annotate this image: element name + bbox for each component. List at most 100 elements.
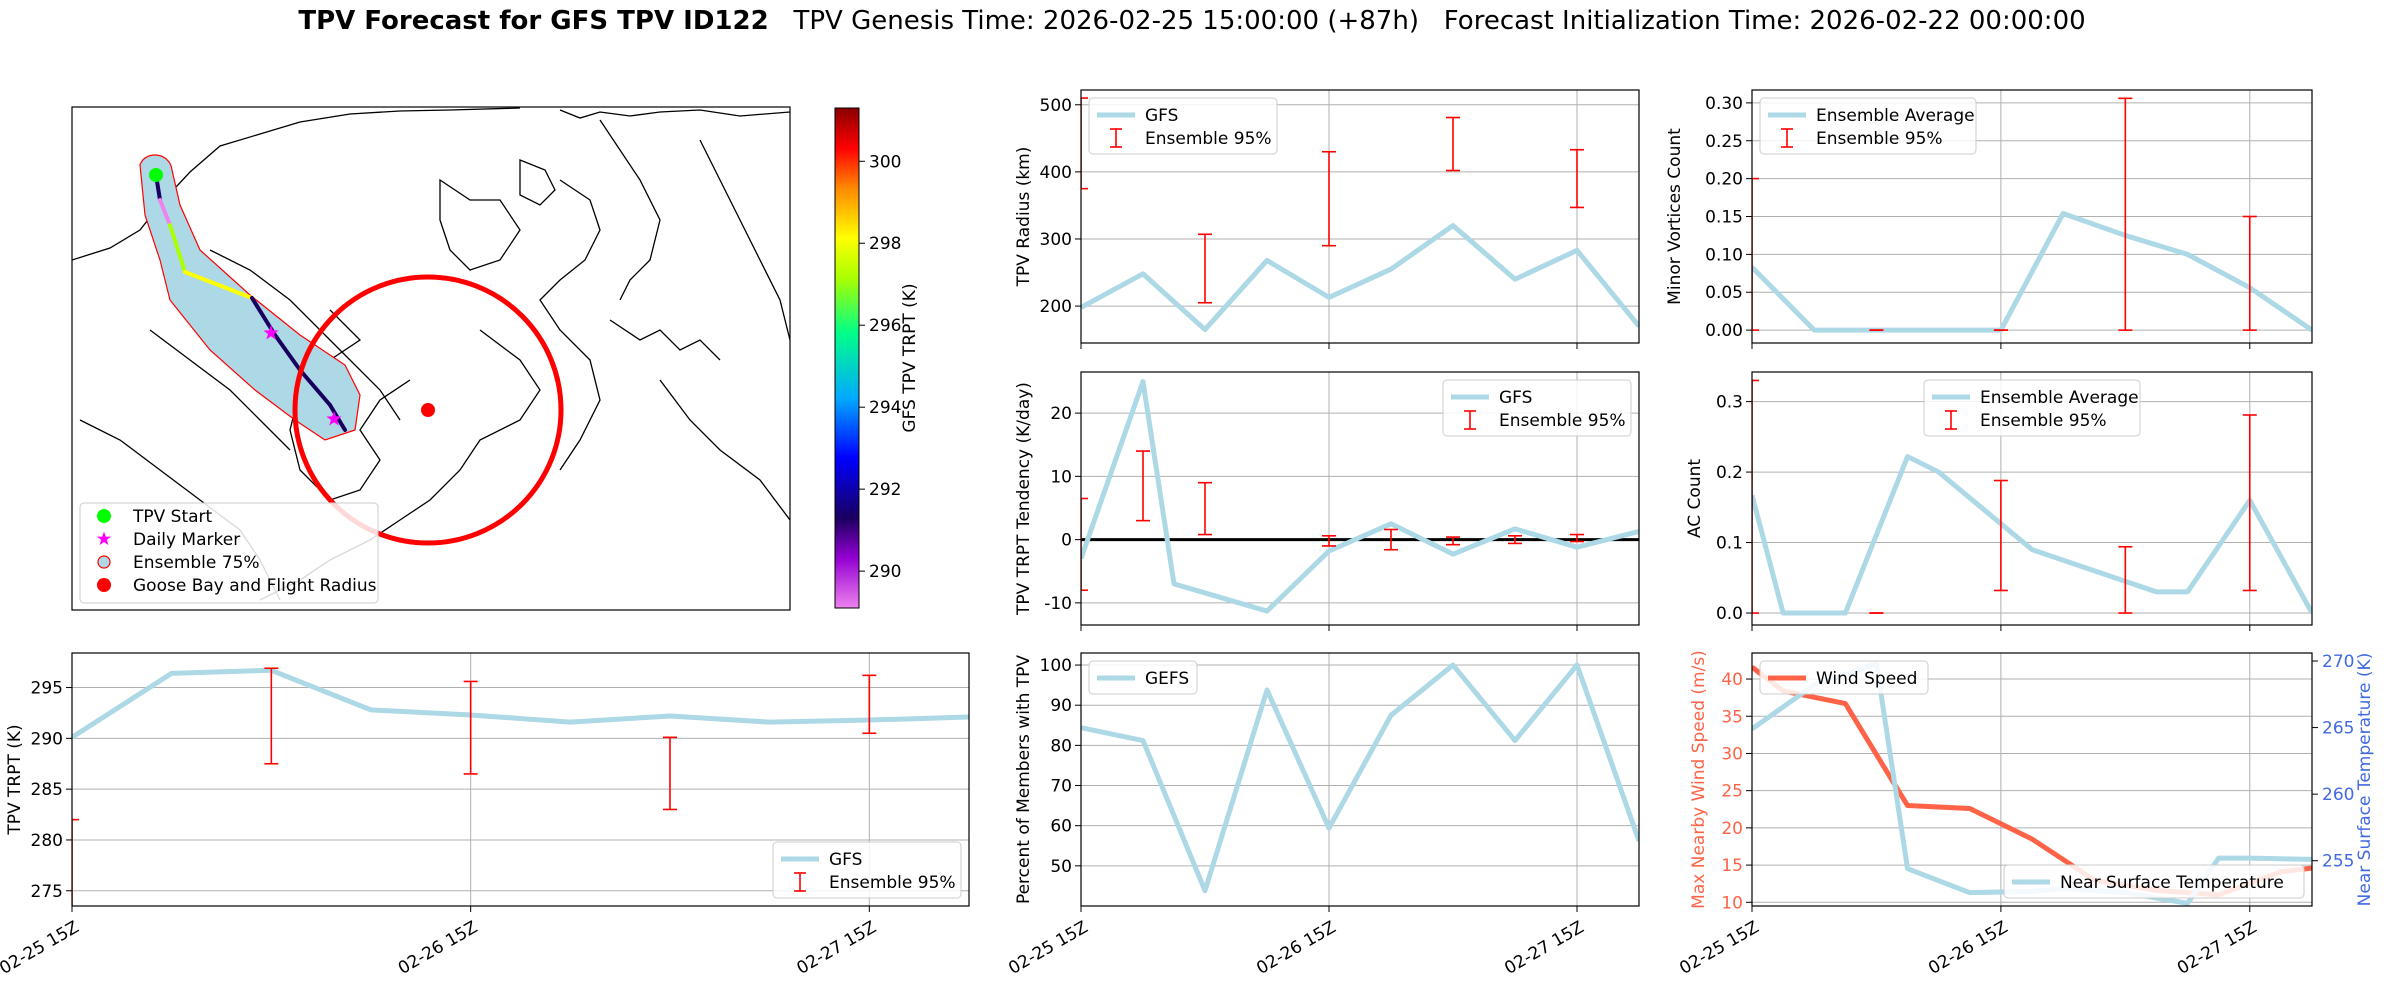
y-tick-label: 20 <box>1050 404 1072 424</box>
y-tick-label: 0.00 <box>1705 321 1743 341</box>
y-tick-label: 80 <box>1050 736 1072 756</box>
map-plot-area <box>72 107 790 601</box>
y-tick-label: 275 <box>31 882 63 902</box>
legend-box <box>1442 379 1632 437</box>
coastline <box>519 159 556 206</box>
y-tick-label: 20 <box>1721 819 1743 839</box>
y-tick-label: 0.30 <box>1705 94 1743 114</box>
x-tick-label: 02-25 15Z <box>1005 917 1091 978</box>
legend-box <box>1759 660 1929 695</box>
coastline <box>659 379 790 521</box>
y-tick-label: 60 <box>1050 817 1072 837</box>
y-axis-label: AC Count <box>1685 459 1705 538</box>
legend-box <box>772 841 962 899</box>
plot-area <box>1081 97 1639 333</box>
plot-area <box>1752 379 2312 616</box>
coastline <box>609 319 721 361</box>
colorbar-tick-label: 300 <box>869 152 901 172</box>
map-legend: TPV Start Daily Marker Ensemble 75% Goose B… <box>79 502 379 604</box>
legend-label: GFS <box>829 850 862 870</box>
legend-box <box>1088 660 1198 695</box>
legend-label: Near Surface Temperature <box>2060 873 2284 893</box>
legend-goose-bay-swatch <box>97 578 111 592</box>
legend: Wind Speed <box>1759 660 1929 695</box>
y-axis-label: TPV TRPT Tendency (K/day) <box>1014 382 1034 616</box>
coastline <box>539 179 601 471</box>
y-tick-label: 90 <box>1050 696 1072 716</box>
y-tick-label: 10 <box>1050 467 1072 487</box>
coastline <box>559 109 790 119</box>
y-axis-label: Minor Vortices Count <box>1665 128 1685 305</box>
colorbar <box>834 107 860 609</box>
title-storm-id: TPV Forecast for GFS TPV ID122 <box>298 6 769 36</box>
y-axis-label: Max Nearby Wind Speed (m/s) <box>1689 650 1709 909</box>
daily-marker <box>326 411 342 426</box>
x-tick-label: 02-27 15Z <box>794 917 880 978</box>
y-tick-label: 500 <box>1040 96 1072 116</box>
y-tick-label: 0.25 <box>1705 132 1743 152</box>
goose-bay-marker <box>421 403 435 417</box>
axes-frame <box>1751 89 2313 344</box>
y-tick-label: 35 <box>1721 707 1743 727</box>
colorbar-tick-label: 290 <box>869 562 901 582</box>
track-segment <box>298 368 332 407</box>
legend-label: TPV Start <box>132 507 213 527</box>
legend: GFS Ensemble 95% <box>1088 97 1278 155</box>
legend-label: Ensemble 75% <box>133 553 260 573</box>
y-tick-label: 0.15 <box>1705 208 1743 228</box>
legend-ensemble-swatch <box>97 555 111 569</box>
y-tick-label: 0.05 <box>1705 283 1743 303</box>
y-tick-label: 40 <box>1721 670 1743 690</box>
legend-label: GFS <box>1145 106 1178 126</box>
y-tick-label: 0.10 <box>1705 245 1743 265</box>
legend-daily-swatch <box>96 531 112 546</box>
legend: Ensemble Average Ensemble 95% <box>1759 97 1977 155</box>
coastline <box>72 107 521 261</box>
y2-tick-label: 260 <box>2322 785 2354 805</box>
legend-label: GEFS <box>1145 669 1189 689</box>
legend-label: Ensemble Average <box>1816 106 1975 126</box>
legend-box <box>79 502 379 604</box>
plot-area <box>1081 662 1639 894</box>
legend-label: Ensemble 95% <box>829 873 956 893</box>
legend-label: Ensemble 95% <box>1816 129 1943 149</box>
y2-tick-label: 270 <box>2322 652 2354 672</box>
colorbar-tick-label: 294 <box>869 398 901 418</box>
axes-frame <box>1080 89 1640 344</box>
y2-axis-label: Near Surface Temperature (K) <box>2355 653 2375 907</box>
coastline <box>149 329 291 451</box>
legend-label: Wind Speed <box>1816 669 1917 689</box>
panel-map: TPV Start Daily Marker Ensemble 75% Goose B… <box>71 106 920 611</box>
axes-frame <box>1751 652 2313 907</box>
series-line-wind-speed <box>1752 665 2312 898</box>
track-segment <box>168 223 187 274</box>
legend-box <box>2003 864 2305 899</box>
legend-label: Ensemble 95% <box>1145 129 1272 149</box>
axes-frame <box>1751 371 2313 626</box>
colorbar-tick-label: 292 <box>869 480 901 500</box>
flight-radius-circle <box>292 274 564 546</box>
series-line-gfs <box>1081 378 1639 614</box>
track-segment <box>183 270 254 300</box>
series-line-gefs <box>1081 662 1639 894</box>
legend: Near Surface Temperature <box>2003 864 2305 899</box>
panel-members: 50 60 70 80 90 100 02-25 15Z 02-26 15Z 02-27 15Z… <box>1005 652 1640 979</box>
axes-frame <box>71 652 970 907</box>
daily-marker <box>263 325 279 340</box>
legend: GEFS <box>1088 660 1198 695</box>
y-axis-label: Percent of Members with TPV <box>1014 655 1034 904</box>
coastline <box>699 139 790 341</box>
y-tick-label: 280 <box>31 831 63 851</box>
panel-minor: 0.00 0.05 0.10 0.15 0.20 0.25 0.30 Minor Vortic… <box>1665 89 2313 349</box>
y-tick-label: 50 <box>1050 857 1072 877</box>
legend: GFS Ensemble 95% <box>772 841 962 899</box>
coastline <box>439 178 521 271</box>
title-genesis-time: TPV Genesis Time: 2026-02-25 15:00:00 (+… <box>793 6 1419 36</box>
legend-box <box>1759 97 1977 155</box>
series-line-ensemble-average <box>1752 454 2312 616</box>
x-tick-label: 02-26 15Z <box>395 917 481 978</box>
y-tick-label: 0.2 <box>1716 463 1743 483</box>
colorbar-tick-label: 298 <box>869 234 901 254</box>
axes-frame <box>1080 371 1640 626</box>
